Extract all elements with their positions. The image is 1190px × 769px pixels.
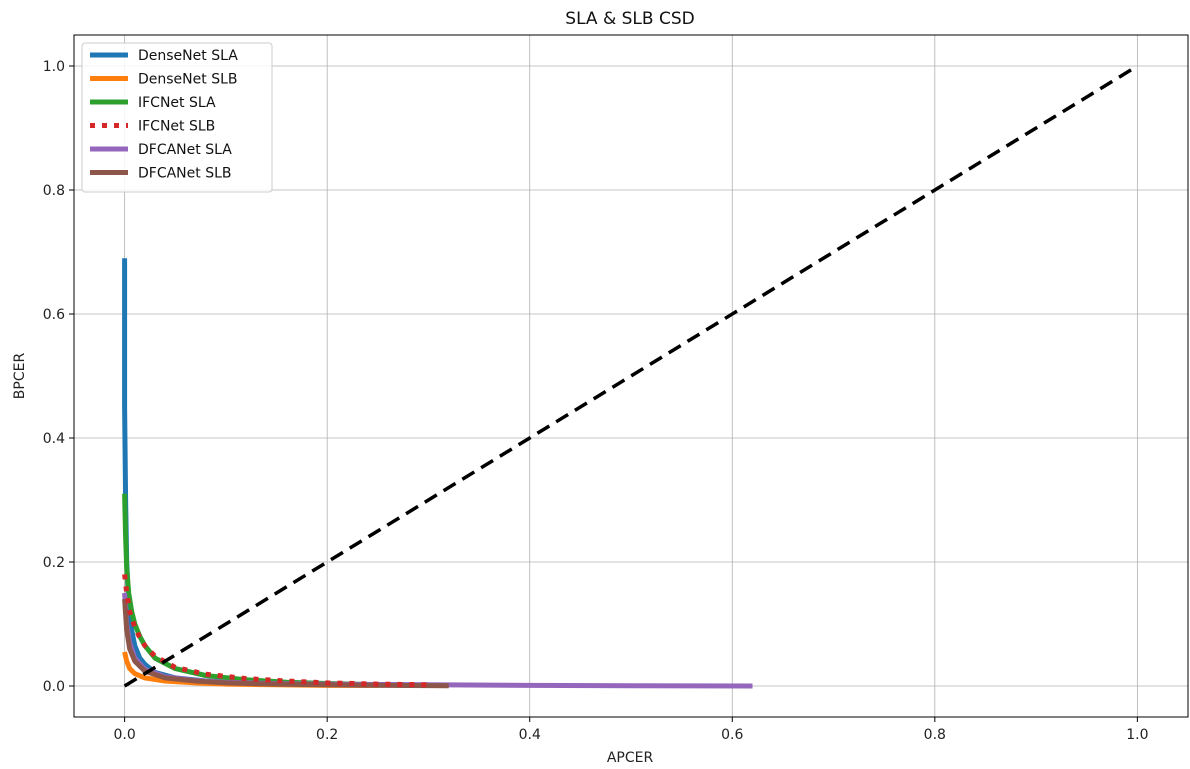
x-tick-label: 0.6 bbox=[721, 727, 743, 743]
y-tick-label: 0.4 bbox=[43, 431, 65, 447]
y-tick-label: 0.0 bbox=[43, 679, 65, 695]
y-tick-label: 1.0 bbox=[43, 59, 65, 75]
legend-entry-label: DenseNet SLA bbox=[138, 48, 238, 64]
reference-diagonal-line bbox=[123, 64, 1139, 688]
legend-entry-label: IFCNet SLB bbox=[138, 119, 215, 135]
y-axis-label: BPCER bbox=[12, 353, 28, 400]
axes-frame bbox=[73, 34, 1189, 718]
series-densenet-sla bbox=[122, 258, 368, 688]
legend-entry-label: DFCANet SLA bbox=[138, 142, 232, 158]
chart-title: SLA & SLB CSD bbox=[565, 9, 694, 29]
x-tick-label: 0.0 bbox=[114, 727, 136, 743]
y-tick-label: 0.2 bbox=[43, 555, 65, 571]
series-dfcanet-sla bbox=[122, 592, 753, 689]
ticks: 0.0 0.2 0.4 0.6 0.8 1.0 0.0 0.2 0.4 0.6 0.8 1.0 bbox=[43, 59, 1149, 743]
y-tick-label: 0.8 bbox=[43, 183, 65, 199]
series-dfcanet-slb bbox=[122, 599, 449, 689]
series-ifcnet-slb bbox=[122, 574, 429, 688]
legend-entry-label: DFCANet SLB bbox=[138, 166, 232, 182]
x-axis-label: APCER bbox=[607, 750, 654, 766]
x-tick-label: 1.0 bbox=[1126, 727, 1148, 743]
x-tick-label: 0.8 bbox=[924, 727, 946, 743]
legend-entry-label: IFCNet SLA bbox=[138, 95, 216, 111]
x-tick-label: 0.2 bbox=[316, 727, 338, 743]
legend: DenseNet SLA DenseNet SLB IFCNet SLA IFCNet… bbox=[81, 42, 273, 193]
x-tick-label: 0.4 bbox=[519, 727, 541, 743]
series-ifcnet-sla bbox=[122, 493, 378, 688]
legend-box bbox=[81, 42, 273, 193]
series-layer bbox=[122, 64, 1139, 689]
legend-entry-label: DenseNet SLB bbox=[138, 72, 238, 88]
y-tick-label: 0.6 bbox=[43, 307, 65, 323]
